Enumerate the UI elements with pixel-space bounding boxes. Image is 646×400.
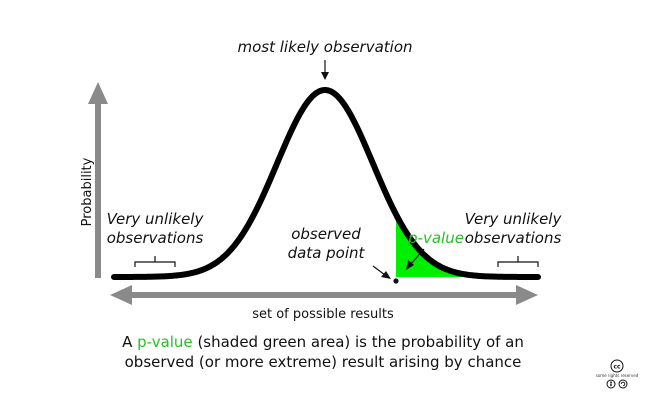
peak-arrow <box>321 60 329 80</box>
x-axis-label: set of possible results <box>252 307 394 322</box>
x-axis-right-arrow-icon <box>516 285 538 305</box>
cc-license-badge: cc some rights reserved <box>596 359 639 389</box>
y-axis-arrow-icon <box>88 82 108 104</box>
observed-label-line1: observed <box>291 225 361 243</box>
sa-icon <box>618 379 628 389</box>
left-tail-label-line2: observations <box>107 229 204 247</box>
caption-prefix: A <box>122 333 137 351</box>
x-axis-left-arrow-icon <box>110 285 132 305</box>
cc-icon <box>610 359 624 373</box>
observed-label-line2: data point <box>288 244 366 262</box>
y-axis <box>88 82 108 278</box>
right-tail-label-line2: observations <box>465 229 562 247</box>
caption-p-value-highlight: p-value <box>137 333 193 351</box>
p-value-tag: p-value <box>407 229 464 247</box>
cc-symbol: cc <box>613 364 621 371</box>
peak-label: most likely observation <box>237 38 412 56</box>
p-value-arrow-icon <box>406 260 414 270</box>
cc-license-text: some rights reserved <box>596 373 639 378</box>
left-tail-bracket <box>134 256 176 267</box>
bell-curve <box>111 87 541 280</box>
right-tail-bracket <box>497 256 539 267</box>
x-axis <box>110 285 538 305</box>
p-value-arrow <box>406 248 425 270</box>
left-tail-label-line1: Very unlikely <box>107 210 205 228</box>
caption-suffix: (shaded green area) is the probability o… <box>193 333 524 351</box>
peak-arrow-icon <box>321 72 329 80</box>
y-axis-label: Probability <box>80 157 95 226</box>
observed-arrow-icon <box>381 271 391 279</box>
caption-line2: observed (or more extreme) result arisin… <box>125 353 522 371</box>
p-value-shaded-area <box>396 214 478 277</box>
observed-data-point <box>393 278 399 284</box>
observed-arrow <box>372 265 391 279</box>
right-tail-label-line1: Very unlikely <box>465 210 563 228</box>
caption-line1: A p-value (shaded green area) is the pro… <box>122 333 524 351</box>
